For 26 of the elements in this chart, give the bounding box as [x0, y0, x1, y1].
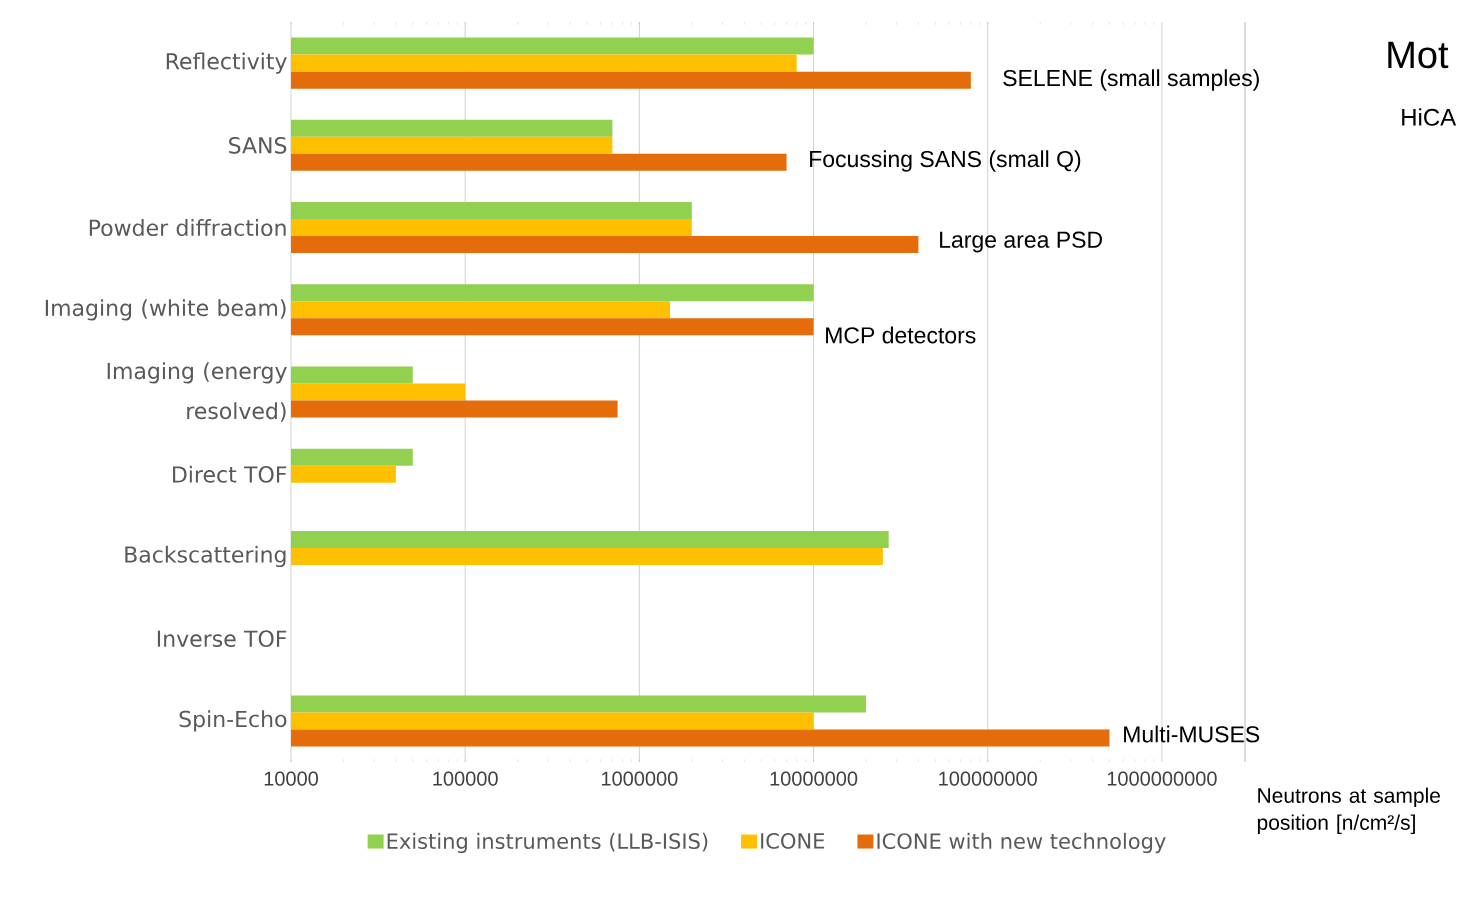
annotation: Multi-MUSES	[1124, 725, 1260, 743]
y-tick-label: Reflectivity	[166, 52, 287, 74]
y-tick-label: Imaging (white beam)	[45, 299, 286, 321]
legend-label: ICONE with new technology	[877, 832, 1166, 854]
y-tick-label: Spin-Echo	[179, 710, 287, 732]
x-tick-label: 10000000	[770, 771, 858, 786]
x-tick-label: 100000	[433, 771, 498, 786]
x-tick-label: 100000000	[939, 771, 1037, 786]
x-tick-label: 10000	[264, 771, 319, 786]
y-tick-label: SANS	[229, 137, 287, 154]
legend-label: ICONE	[761, 832, 825, 849]
y-tick-label: Powder diffraction	[89, 219, 286, 237]
annotation: Large area PSD	[940, 231, 1102, 253]
y-tick-label: Direct TOF	[173, 465, 287, 483]
text: HiCA	[1402, 108, 1457, 126]
x-tick-label: 1000000	[601, 771, 678, 786]
x-tick-label: 1000000000	[1107, 771, 1217, 786]
legend-label: Existing instruments (LLB-ISIS)	[387, 832, 708, 854]
annotation: SELENE (small samples)	[1003, 69, 1259, 91]
text: Mot	[1388, 41, 1449, 69]
y-tick-label: Imaging (energy resolved)	[107, 362, 287, 422]
x-axis-title: Neutrons at sample position [n/cm²/s]	[1257, 787, 1440, 835]
annotation: Focussing SANS (small Q)	[810, 150, 1081, 172]
annotation: MCP detectors	[826, 326, 976, 344]
y-tick-label: Backscattering	[125, 545, 286, 568]
y-tick-label: Inverse TOF	[157, 630, 287, 647]
